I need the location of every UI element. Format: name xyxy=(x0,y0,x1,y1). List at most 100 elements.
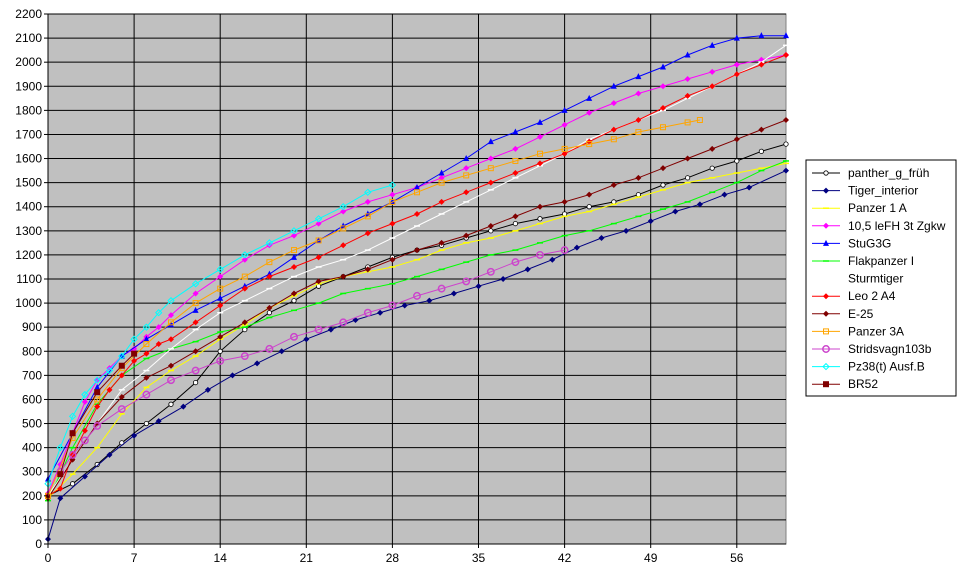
legend-label: Panzer 3A xyxy=(848,324,904,338)
legend-series-13-point xyxy=(823,381,829,388)
y-tick-label: 1500 xyxy=(15,176,42,190)
y-tick-label: 500 xyxy=(22,417,42,431)
series-1-point xyxy=(70,481,76,487)
series-2-point xyxy=(598,235,605,242)
legend: panther_g_früh Tiger_interior Panzer 1 A 10… xyxy=(805,159,957,397)
series-12-point xyxy=(130,335,138,343)
series-10-point xyxy=(340,225,347,232)
series-2-point xyxy=(180,403,187,410)
legend-label: Tiger_interior xyxy=(848,184,918,198)
series-5-point xyxy=(217,294,224,301)
x-tick-label: 0 xyxy=(45,551,52,565)
series-5-point xyxy=(168,321,174,328)
legend-entry: Panzer 3A xyxy=(812,324,904,338)
series-5-point xyxy=(143,335,150,342)
y-tick-label: 600 xyxy=(22,392,42,406)
series-5-point xyxy=(709,41,716,48)
series-9-point xyxy=(217,333,224,340)
series-5-point xyxy=(487,138,494,145)
legend-entry: panther_g_früh xyxy=(812,166,929,180)
x-tick-label: 28 xyxy=(386,551,400,565)
series-8-point xyxy=(315,254,322,261)
series-1-point xyxy=(143,420,149,427)
series-2-point xyxy=(81,473,88,480)
series-9-point xyxy=(315,278,322,285)
series-2-point xyxy=(500,276,507,282)
series-11-point xyxy=(290,332,298,341)
series-2-point xyxy=(57,495,64,502)
x-tick-label: 14 xyxy=(214,551,228,565)
series-9-point xyxy=(118,394,125,401)
series-10-point xyxy=(168,319,174,326)
series-2-point xyxy=(106,451,113,458)
series-12-point xyxy=(290,227,298,235)
series-1-point xyxy=(783,141,789,147)
series-2-point xyxy=(377,309,384,316)
series-4-point xyxy=(131,345,138,352)
series-11-point xyxy=(560,246,569,255)
y-tick-label: 200 xyxy=(22,489,42,503)
series-10-line xyxy=(47,119,700,496)
series-1-point xyxy=(512,220,519,227)
series-10-point xyxy=(438,179,445,186)
series-1-point xyxy=(684,175,691,181)
series-9-point xyxy=(291,290,297,297)
series-1-point xyxy=(709,165,715,171)
series-9-point xyxy=(168,362,174,369)
y-tick-label: 1200 xyxy=(15,248,42,262)
series-9-point xyxy=(733,136,740,143)
legend-label: Sturmtiger xyxy=(848,272,903,286)
series-9-point xyxy=(684,155,691,162)
series-4-point xyxy=(241,256,248,263)
legend-series-9-point xyxy=(823,310,829,317)
y-tick-label: 700 xyxy=(22,368,42,382)
series-5-point xyxy=(758,32,765,39)
series-10-point xyxy=(364,213,371,220)
series-9 xyxy=(45,117,789,502)
series-8-point xyxy=(537,160,543,167)
series-11-point xyxy=(536,250,544,259)
series-2-point xyxy=(131,432,138,439)
legend-series-5-point xyxy=(823,239,829,246)
series-4-point xyxy=(610,100,617,107)
series-11-point xyxy=(117,405,126,414)
series-12-line xyxy=(47,184,393,484)
series-10-point xyxy=(315,237,322,244)
y-tick-label: 1300 xyxy=(15,224,42,238)
series-5-point xyxy=(684,51,691,58)
series-12-point xyxy=(339,203,347,211)
series-8-point xyxy=(106,386,113,393)
series-4-point xyxy=(291,232,297,239)
series-4-point xyxy=(733,61,740,68)
legend-entry: Flakpanzer I xyxy=(812,254,914,268)
legend-label: Stridsvagn103b xyxy=(848,342,932,356)
series-9-point xyxy=(340,273,347,280)
legend-series-4-point xyxy=(823,222,829,229)
legend-entry: BR52 xyxy=(812,377,878,391)
series-4-point xyxy=(155,324,162,331)
series-5-point xyxy=(610,82,617,89)
series-10-point xyxy=(192,300,199,307)
series-8-point xyxy=(512,170,519,176)
series-2-point xyxy=(549,256,556,263)
series-2-point xyxy=(623,227,630,234)
series-13-point xyxy=(118,362,125,369)
series-2-point xyxy=(721,191,728,198)
series-5-point xyxy=(660,63,666,70)
series-1-point xyxy=(758,148,765,154)
series-9-point xyxy=(463,232,470,239)
y-tick-label: 1000 xyxy=(15,296,42,310)
series-11-point xyxy=(142,390,151,399)
series-12-point xyxy=(167,296,175,305)
legend-label: StuG3G xyxy=(848,236,891,250)
series-12-point xyxy=(68,412,77,421)
series-9-point xyxy=(192,348,199,355)
legend-series-10-point xyxy=(823,328,829,335)
series-9-point xyxy=(561,198,568,205)
series-11-point xyxy=(68,450,77,459)
x-tick-label: 35 xyxy=(472,551,486,565)
series-4-point xyxy=(438,174,445,181)
series-4-point xyxy=(561,121,568,128)
series-4-point xyxy=(487,155,494,162)
